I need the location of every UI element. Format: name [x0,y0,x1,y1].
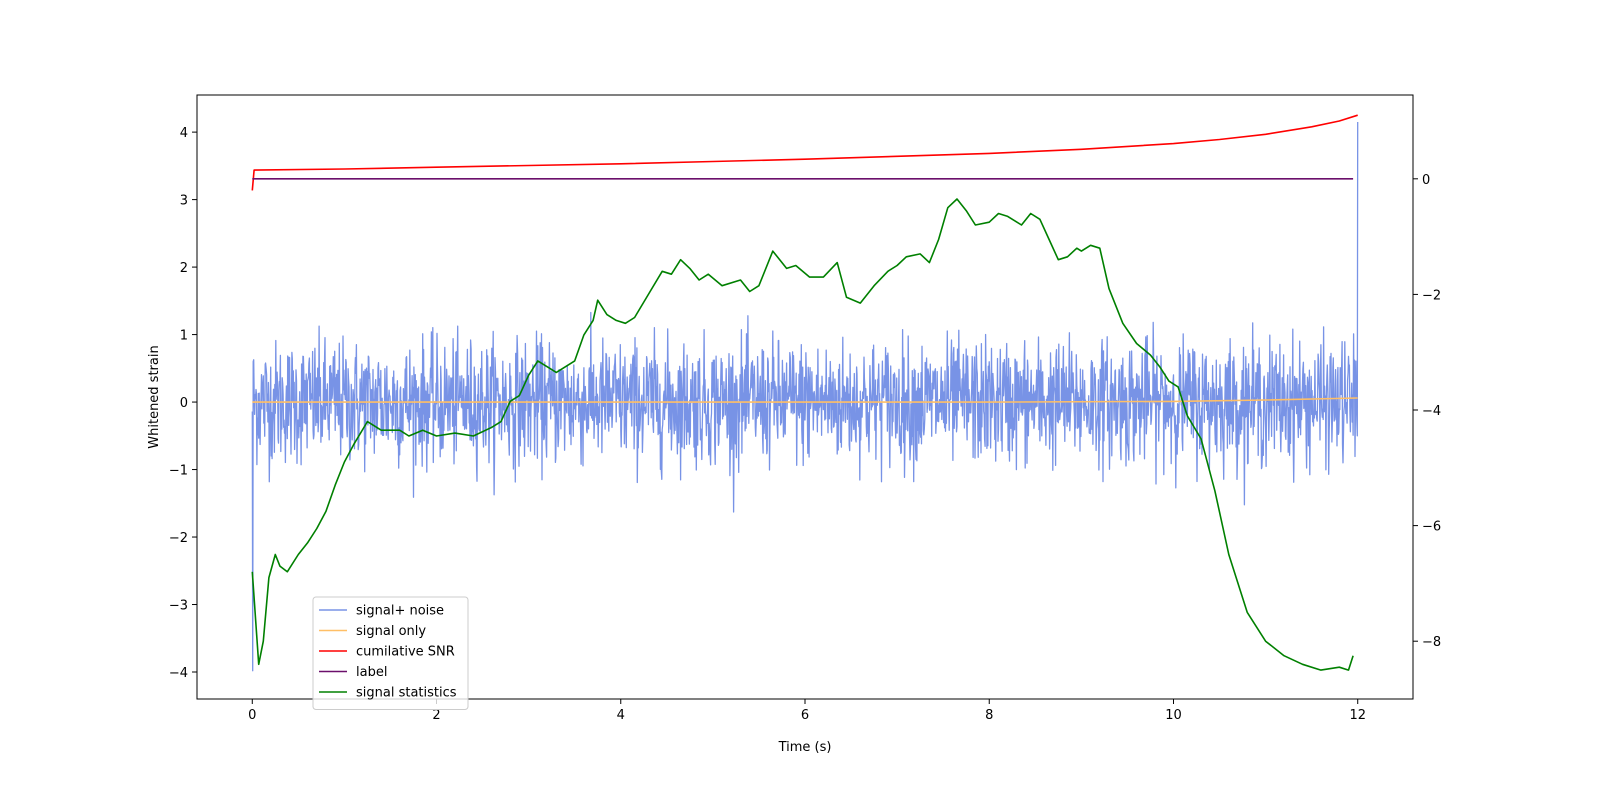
legend-entry-label: signal statistics [356,686,457,701]
y-axis-right: −8 −6 −4 −2 0 [1413,173,1441,650]
legend-entry-label: cumilative SNR [356,645,455,660]
x-tick-label: 6 [801,708,809,723]
x-axis-label: Time (s) [778,740,832,755]
series-line-signal-statistics [251,198,1354,671]
series-line-signal-only [252,397,1358,403]
y-right-tick-label: −2 [1422,288,1441,303]
legend-entry-label: signal only [356,624,426,639]
y-tick-label: 3 [180,194,188,209]
y-tick-label: −4 [169,666,188,681]
y-right-tick-label: −6 [1422,520,1441,535]
y-tick-label: −2 [169,531,188,546]
x-tick-label: 8 [985,708,993,723]
x-tick-label: 0 [248,708,256,723]
y-tick-label: 1 [180,329,188,344]
y-right-tick-label: −4 [1422,404,1441,419]
y-right-tick-label: 0 [1422,173,1430,188]
y-axis-label: Whitened strain [147,345,162,448]
y-tick-label: 4 [180,126,188,141]
legend: signal+ noise signal only cumilative SNR la… [312,596,469,710]
series-line-cumilative-snr [251,114,1358,191]
legend-entry-label: label [356,665,387,680]
x-tick-label: 12 [1349,708,1366,723]
y-right-tick-label: −8 [1422,635,1441,650]
y-tick-label: 0 [180,396,188,411]
series-line-signal-noise [251,121,1359,672]
legend-box [312,596,469,710]
y-axis-left: −4 −3 −2 −1 0 1 2 3 4 [169,126,197,681]
x-tick-label: 2 [432,708,440,723]
y-tick-label: 2 [180,261,188,276]
y-tick-label: −1 [169,464,188,479]
x-tick-label: 4 [617,708,625,723]
legend-entry-label: signal+ noise [356,604,444,619]
x-tick-label: 10 [1165,708,1182,723]
y-tick-label: −3 [169,599,188,614]
